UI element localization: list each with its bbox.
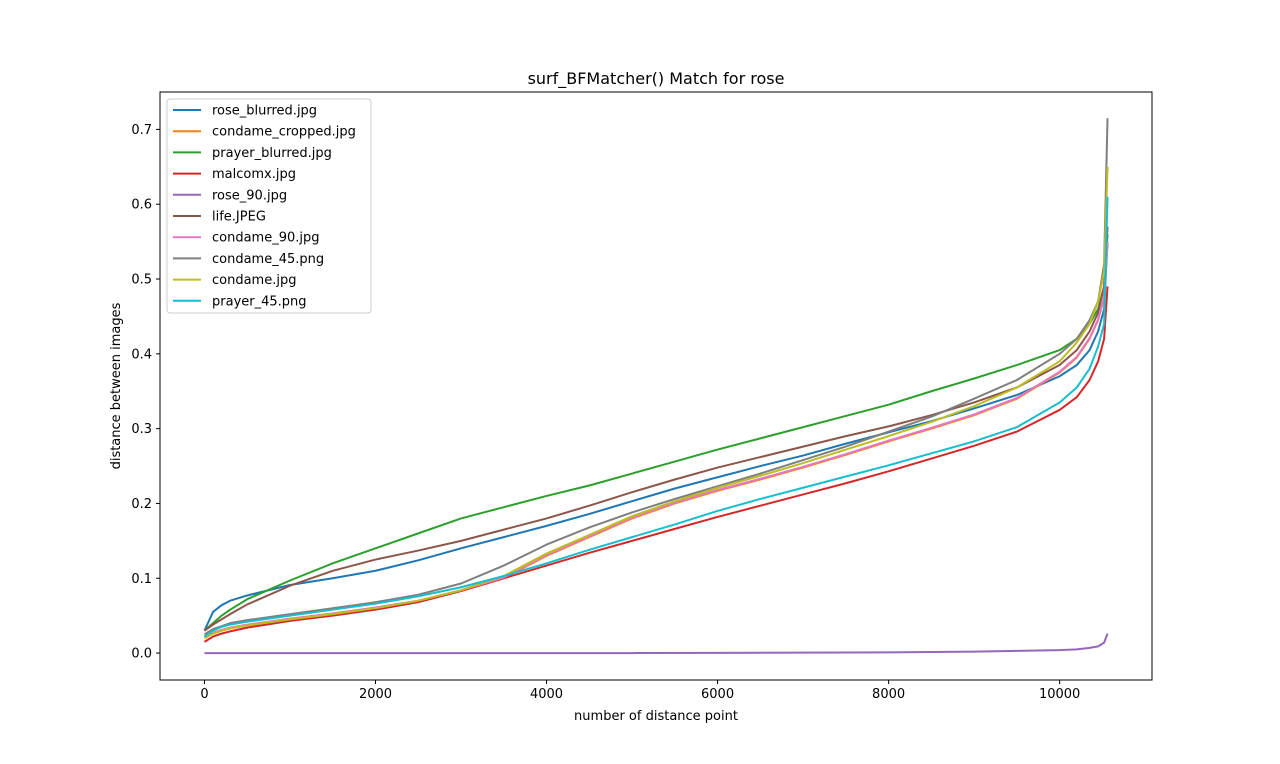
series-line-3 (203, 286, 1109, 643)
legend-label: rose_90.jpg (212, 188, 287, 203)
x-axis: 0 2000 4000 6000 8000 10000 (200, 680, 1080, 702)
x-tick-label: 10000 (1039, 687, 1080, 702)
legend: rose_blurred.jpg condame_cropped.jpgpraye… (166, 98, 372, 314)
legend-label: rose_blurred.jpg (212, 104, 317, 119)
series-line-8 (204, 166, 1109, 639)
chart-title: surf_BFMatcher() Match for rose (528, 69, 785, 89)
y-tick-label: 0.1 (131, 572, 152, 587)
y-tick-label: 0.6 (131, 198, 152, 213)
y-axis: 0.0 0.1 0.2 0.3 0.4 0.5 0.6 0.7 (131, 123, 160, 662)
y-tick-label: 0.4 (131, 347, 152, 362)
x-tick-label: 8000 (872, 687, 905, 702)
series-layer (203, 118, 1109, 655)
x-tick-label: 2000 (359, 687, 392, 702)
legend-label: condame_45.png (212, 252, 324, 267)
legend-label: prayer_45.png (212, 294, 307, 309)
series-line-7 (203, 118, 1109, 636)
y-tick-label: 0.2 (131, 497, 152, 512)
x-tick-label: 4000 (530, 687, 563, 702)
y-tick-label: 0.7 (131, 123, 152, 138)
x-tick-label: 0 (200, 687, 208, 702)
y-tick-label: 0.3 (131, 422, 152, 437)
legend-label: life.JPEG (212, 210, 266, 225)
x-tick-label: 6000 (701, 687, 734, 702)
y-tick-label: 0.0 (131, 647, 152, 662)
series-line-0 (203, 241, 1109, 632)
plot-frame (159, 91, 1153, 681)
series-line-5 (203, 226, 1109, 632)
series-line-9 (203, 196, 1109, 638)
x-axis-label: number of distance point (574, 709, 738, 724)
y-axis-label: distance between images (109, 302, 124, 469)
y-tick-label: 0.5 (131, 273, 152, 288)
legend-label: prayer_blurred.jpg (212, 146, 332, 161)
series-line-2 (203, 234, 1109, 632)
legend-label: malcomx.jpg (212, 167, 296, 182)
legend-box (166, 98, 372, 314)
legend-label: condame_90.jpg (212, 231, 320, 246)
legend-label: condame_cropped.jpg (212, 125, 356, 140)
legend-label: condame.jpg (212, 273, 296, 288)
series-line-4 (204, 633, 1109, 655)
